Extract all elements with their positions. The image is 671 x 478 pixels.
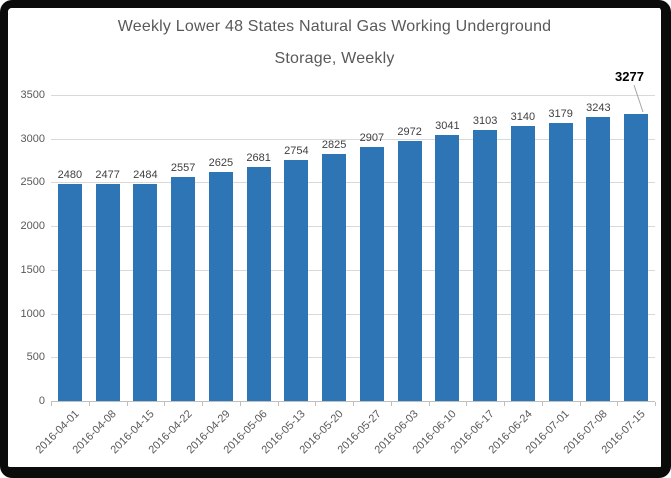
chart-title-line-1: Weekly Lower 48 States Natural Gas Worki… (117, 18, 552, 35)
bar (322, 154, 347, 401)
plot-area: 0 500 1000 1500 2000 2500 3000 3500 2480 2016-04-… (8, 8, 661, 467)
bar-value-label: 3041 (435, 120, 460, 133)
bar (397, 141, 422, 401)
x-axis-tick-mark (353, 402, 354, 406)
bar (435, 135, 460, 401)
x-axis-tick-mark (655, 402, 656, 406)
x-axis-tick-mark (126, 402, 128, 406)
gridline (51, 138, 655, 140)
x-axis-tick-mark (51, 402, 52, 406)
y-axis-tick-label: 1000 (20, 307, 45, 320)
bar-value-label: 2754 (284, 145, 309, 158)
y-axis-tick-label: 3500 (20, 89, 45, 101)
bar (171, 177, 196, 401)
x-axis-tick-mark (88, 402, 90, 406)
bar-value-label: 2484 (133, 168, 158, 181)
y-axis-tick-label: 1500 (20, 263, 45, 276)
chart-canvas: Weekly Lower 48 States Natural Gas Worki… (8, 8, 661, 467)
bar (57, 184, 82, 401)
x-axis-tick-mark (277, 402, 279, 406)
bar (624, 114, 649, 401)
bar-value-label: 3103 (472, 114, 498, 127)
chart-title-line-2: Storage, Weekly (274, 50, 395, 67)
bar-value-label: 2907 (359, 131, 385, 144)
bar-value-label: 2477 (95, 169, 120, 182)
bar (586, 117, 611, 401)
bar-value-label: 2480 (57, 169, 83, 182)
bar (548, 123, 573, 401)
y-axis-tick-label: 500 (26, 351, 45, 364)
y-axis-tick-label: 3000 (20, 132, 45, 145)
x-axis-tick-mark (239, 402, 241, 406)
x-axis-tick-mark (617, 402, 619, 406)
gridline (51, 313, 655, 315)
x-axis-tick-mark (428, 402, 430, 406)
x-axis-tick-mark (390, 402, 392, 406)
bar-value-label: 3243 (586, 102, 611, 115)
bar (95, 184, 120, 401)
x-axis-line (51, 401, 655, 402)
gridline (51, 269, 655, 271)
bar-value-label: 3140 (510, 111, 536, 124)
bar (473, 129, 498, 401)
gridline (51, 95, 655, 96)
y-axis-tick-label: 2500 (20, 176, 45, 189)
bar-value-label: 2825 (321, 139, 347, 151)
gridline (51, 182, 655, 184)
y-axis-tick-label: 0 (38, 395, 45, 407)
bar-value-label: 2681 (246, 151, 271, 164)
x-axis-tick-mark (164, 402, 166, 406)
bar (133, 183, 158, 401)
gridline (51, 226, 655, 228)
bar-value-label: 2625 (208, 156, 234, 169)
x-axis-tick-mark (579, 402, 581, 406)
gridline (51, 357, 655, 359)
x-axis-tick-mark (466, 402, 468, 406)
bar (359, 146, 384, 401)
bar-value-label: 3179 (548, 108, 573, 121)
bar (246, 166, 271, 401)
x-axis-tick-mark (202, 402, 203, 406)
y-axis-tick-label: 2000 (20, 220, 45, 233)
bar-value-label: 2972 (397, 126, 422, 139)
x-axis-tick-mark (504, 402, 505, 406)
bar (510, 126, 535, 401)
bar-value-label: 2557 (170, 162, 196, 175)
x-axis-tick-mark (315, 402, 317, 406)
bar (284, 160, 309, 401)
x-axis-tick-mark (541, 402, 543, 406)
callout-value-label: 3277 (615, 69, 644, 84)
bar (208, 171, 233, 401)
